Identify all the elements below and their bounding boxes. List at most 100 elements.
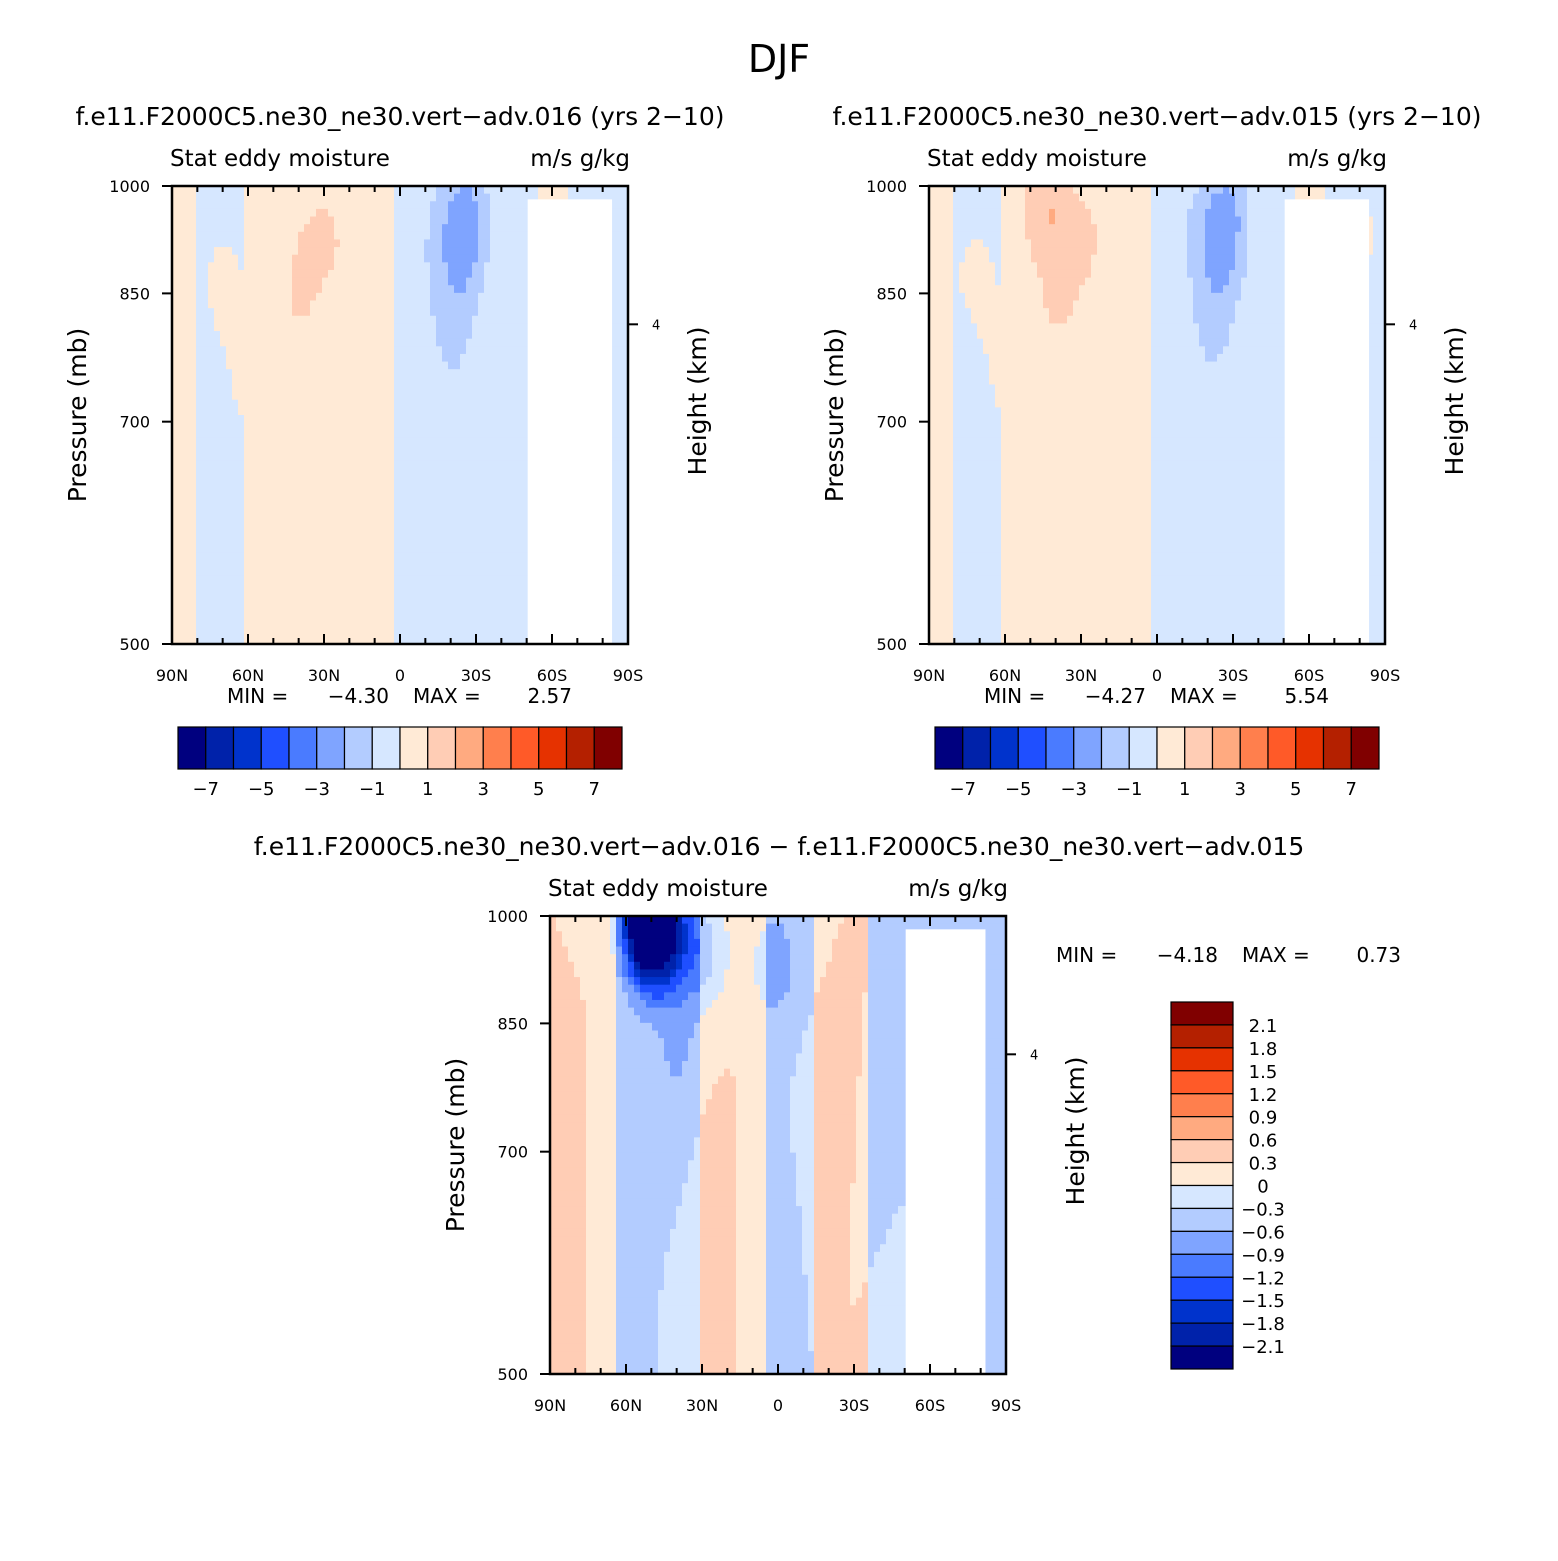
heatmap-cell — [304, 498, 311, 508]
heatmap-cell — [472, 269, 479, 279]
heatmap-cell — [190, 567, 197, 576]
heatmap-cell — [412, 254, 419, 263]
heatmap-cell — [202, 621, 209, 630]
heatmap-cell — [220, 621, 227, 630]
heatmap-cell — [406, 621, 413, 630]
panel-top-right: f.e11.F2000C5.ne30_ne30.vert−adv.015 (yr… — [820, 102, 1481, 800]
heatmap-cell — [424, 460, 431, 470]
heatmap-cell — [514, 376, 521, 386]
heatmap-cell — [394, 224, 401, 233]
heatmap-cell — [508, 483, 515, 492]
heatmap-cell — [424, 353, 431, 363]
heatmap-cell — [190, 208, 197, 218]
heatmap-cell — [232, 361, 239, 370]
heatmap-cell — [184, 384, 191, 393]
heatmap-cell — [358, 346, 365, 355]
heatmap-cell — [466, 476, 473, 485]
heatmap-cell — [250, 476, 257, 485]
heatmap-cell — [220, 544, 227, 553]
heatmap-cell — [292, 269, 299, 279]
heatmap-cell — [388, 224, 395, 233]
heatmap-cell — [442, 186, 449, 195]
heatmap-cell — [322, 628, 329, 637]
heatmap-cell — [610, 575, 617, 584]
heatmap-cell — [400, 399, 407, 408]
heatmap-cell — [244, 262, 251, 271]
heatmap-cell — [448, 361, 455, 370]
heatmap-cell — [184, 430, 191, 439]
heatmap-cell — [196, 491, 203, 500]
heatmap-cell — [322, 605, 329, 615]
heatmap-cell — [508, 430, 515, 439]
heatmap-cell — [430, 582, 437, 592]
heatmap-cell — [304, 186, 311, 195]
heatmap-cell — [406, 498, 413, 508]
heatmap-cell — [466, 277, 473, 286]
heatmap-cell — [196, 430, 203, 439]
heatmap-cell — [947, 346, 954, 355]
colorbar: −7 −5 −3 −1 1 3 5 7 — [177, 726, 623, 800]
heatmap-cell — [232, 476, 239, 485]
heatmap-cell — [352, 529, 359, 538]
heatmap-cell — [232, 376, 239, 386]
heatmap-cell — [298, 567, 305, 576]
heatmap-cell — [382, 231, 389, 241]
heatmap-cell — [304, 224, 311, 233]
heatmap-cell — [334, 331, 341, 340]
heatmap-cell — [340, 521, 347, 531]
heatmap-cell — [352, 247, 359, 256]
heatmap-cell — [250, 636, 257, 645]
heatmap-cell — [238, 262, 245, 271]
heatmap-cell — [935, 529, 942, 538]
heatmap-cell — [947, 239, 954, 248]
heatmap-cell — [232, 605, 239, 615]
heatmap-cell — [370, 323, 377, 332]
heatmap-cell — [448, 201, 455, 210]
heatmap-cell — [424, 575, 431, 584]
heatmap-cell — [250, 269, 257, 279]
heatmap-cell — [442, 254, 449, 263]
heatmap-cell — [466, 590, 473, 599]
heatmap-cell — [460, 201, 467, 210]
heatmap-cell — [214, 605, 221, 615]
heatmap-cell — [514, 338, 521, 347]
heatmap-cell — [520, 582, 527, 592]
heatmap-cell — [394, 193, 401, 202]
heatmap-cell — [220, 392, 227, 401]
heatmap-cell — [208, 346, 215, 355]
heatmap-cell — [616, 613, 623, 622]
heatmap-cell — [346, 445, 353, 454]
heatmap-cell — [514, 415, 521, 424]
heatmap-cell — [448, 300, 455, 309]
heatmap-cell — [430, 224, 437, 233]
heatmap-cell — [256, 353, 263, 363]
heatmap-cell — [268, 269, 275, 279]
heatmap-cell — [484, 415, 491, 424]
heatmap-cell — [484, 514, 491, 523]
heatmap-cell — [394, 605, 401, 615]
heatmap-cell — [424, 468, 431, 477]
heatmap-cell — [388, 468, 395, 477]
heatmap-cell — [292, 193, 299, 202]
heatmap-cell — [250, 338, 257, 347]
heatmap-cell — [214, 399, 221, 408]
heatmap-cell — [322, 498, 329, 508]
heatmap-cell — [364, 239, 371, 248]
heatmap-cell — [202, 346, 209, 355]
heatmap-cell — [292, 453, 299, 462]
heatmap-cell — [340, 605, 347, 615]
heatmap-cell — [376, 621, 383, 630]
heatmap-cell — [406, 201, 413, 210]
heatmap-cell — [400, 239, 407, 248]
heatmap-cell — [406, 247, 413, 256]
heatmap-cell — [358, 537, 365, 546]
heatmap-cell — [334, 224, 341, 233]
heatmap-cell — [316, 323, 323, 332]
heatmap-cell — [478, 590, 485, 599]
heatmap-cell — [178, 186, 185, 195]
heatmap-cell — [328, 346, 335, 355]
heatmap-cell — [448, 369, 455, 378]
heatmap-cell — [340, 300, 347, 309]
heatmap-cell — [484, 247, 491, 256]
heatmap-cell — [172, 415, 179, 424]
